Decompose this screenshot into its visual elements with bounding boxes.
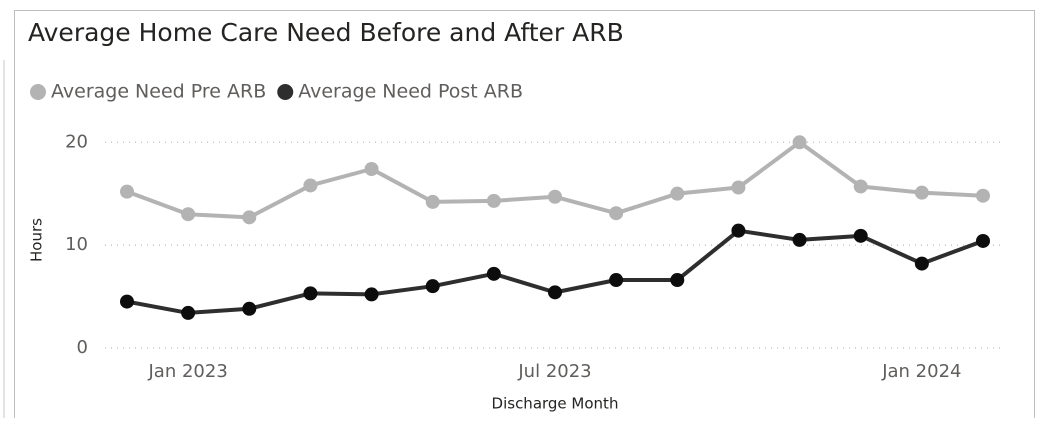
y-tick-label: 20 xyxy=(65,131,88,152)
data-point xyxy=(914,256,929,271)
legend: Average Need Pre ARB Average Need Post AR… xyxy=(30,81,523,103)
data-point xyxy=(364,287,379,302)
card xyxy=(14,10,1035,422)
data-point xyxy=(670,273,685,288)
data-point xyxy=(548,189,562,204)
data-point xyxy=(670,186,685,201)
data-point xyxy=(548,285,562,300)
x-tick-label: Jul 2023 xyxy=(517,361,591,382)
data-point xyxy=(120,294,134,309)
data-point xyxy=(609,273,624,288)
x-tick-label: Jan 2023 xyxy=(148,361,228,382)
data-point xyxy=(792,232,807,247)
data-point xyxy=(425,194,440,209)
data-point xyxy=(364,162,379,177)
data-point xyxy=(731,180,746,195)
legend-label: Average Need Pre ARB xyxy=(51,81,266,103)
data-point xyxy=(609,206,624,221)
y-tick-label: 0 xyxy=(77,337,88,358)
x-tick-label: Jan 2024 xyxy=(881,361,961,382)
data-point xyxy=(242,301,257,316)
data-point xyxy=(853,179,868,194)
data-point xyxy=(303,286,318,301)
data-point xyxy=(976,233,990,248)
legend-marker xyxy=(277,84,294,100)
data-point xyxy=(914,185,929,200)
data-point xyxy=(303,178,318,193)
data-point xyxy=(181,207,196,222)
data-point xyxy=(486,266,501,281)
data-point xyxy=(120,184,134,199)
data-point xyxy=(731,223,746,238)
legend-marker xyxy=(30,84,46,100)
data-point xyxy=(425,279,440,294)
data-point xyxy=(976,188,990,203)
data-point xyxy=(242,210,257,225)
data-point xyxy=(853,228,868,243)
data-point xyxy=(181,305,196,320)
data-point xyxy=(486,193,501,208)
x-axis-label: Discharge Month xyxy=(492,395,619,413)
data-point xyxy=(792,135,807,150)
chart-title: Average Home Care Need Before and After … xyxy=(28,18,624,47)
y-tick-label: 10 xyxy=(65,234,88,255)
legend-label: Average Need Post ARB xyxy=(298,81,523,103)
y-axis-label: Hours xyxy=(28,218,46,262)
